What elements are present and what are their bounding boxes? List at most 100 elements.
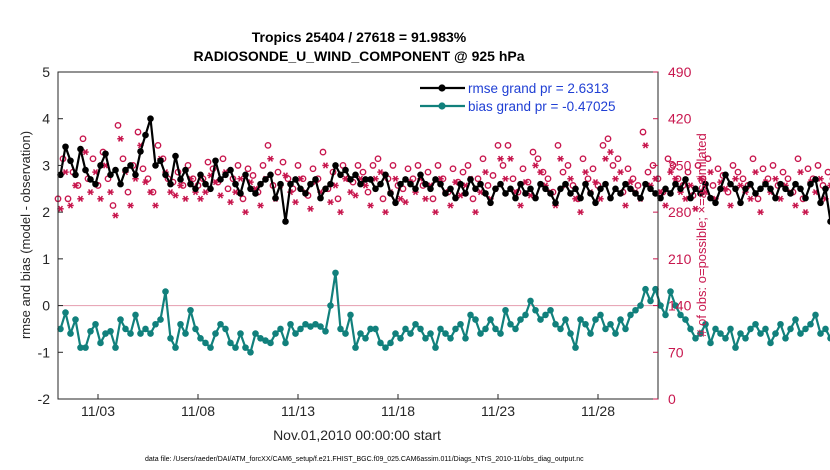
bias-point xyxy=(632,306,639,314)
bias-point xyxy=(532,306,539,314)
obs-assimilated-point xyxy=(377,168,384,176)
y-tick-label-right: 350 xyxy=(668,157,692,173)
bias-point xyxy=(382,344,389,351)
rmse-point xyxy=(662,185,669,193)
rmse-point xyxy=(697,190,704,197)
rmse-point xyxy=(267,171,274,179)
obs-assimilated-point xyxy=(662,202,669,209)
y-tick-label-right: 140 xyxy=(668,298,692,314)
obs-assimilated-point xyxy=(802,208,809,216)
bias-point xyxy=(417,325,424,333)
rmse-point xyxy=(237,190,244,197)
bias-point xyxy=(492,325,499,333)
obs-assimilated-point xyxy=(502,175,509,182)
rmse-point xyxy=(447,185,454,193)
obs-assimilated-point xyxy=(597,195,604,202)
rmse-point xyxy=(157,157,164,165)
rmse-point xyxy=(702,180,709,188)
bias-point xyxy=(747,325,754,333)
bias-point xyxy=(392,330,399,337)
rmse-point xyxy=(497,180,504,188)
obs-possible-point xyxy=(424,168,432,176)
obs-possible-point xyxy=(204,158,212,166)
plot-area xyxy=(58,72,658,399)
obs-possible-point xyxy=(589,165,597,173)
obs-assimilated-point xyxy=(167,188,174,196)
rmse-point xyxy=(657,194,664,202)
bias-point xyxy=(102,330,109,337)
rmse-point xyxy=(827,218,830,225)
bias-point xyxy=(482,325,489,333)
bias-point xyxy=(367,325,374,333)
rmse-point xyxy=(717,185,724,193)
obs-assimilated-point xyxy=(537,168,544,176)
obs-assimilated-point xyxy=(692,205,699,212)
obs-assimilated-point xyxy=(142,178,149,186)
obs-possible-point xyxy=(134,128,142,136)
obs-assimilated-point xyxy=(517,202,524,209)
bias-point xyxy=(402,325,409,333)
bias-point xyxy=(647,297,654,305)
obs-assimilated-point xyxy=(267,155,274,162)
obs-assimilated-point xyxy=(87,188,94,196)
bias-point xyxy=(652,285,659,293)
bias-point xyxy=(212,330,219,337)
obs-possible-point xyxy=(509,175,517,183)
rmse-point xyxy=(227,166,234,174)
bias-point xyxy=(362,334,369,342)
obs-possible-point xyxy=(729,162,737,169)
rmse-point xyxy=(387,190,394,197)
obs-possible-point xyxy=(489,172,497,179)
rmse-point xyxy=(422,180,429,188)
obs-possible-point xyxy=(624,165,632,173)
bias-point xyxy=(172,344,179,351)
obs-assimilated-point xyxy=(397,195,404,202)
bias-point xyxy=(192,325,199,333)
bias-point xyxy=(112,344,119,351)
x-tick-label: 11/23 xyxy=(481,403,515,419)
bias-point xyxy=(562,316,569,323)
rmse-point xyxy=(667,190,674,197)
obs-assimilated-point xyxy=(327,198,334,206)
rmse-point xyxy=(687,194,694,202)
bias-point xyxy=(277,325,284,333)
obs-assimilated-point xyxy=(672,175,679,182)
obs-assimilated-point xyxy=(337,208,344,216)
obs-possible-point xyxy=(559,168,567,176)
rmse-point xyxy=(692,185,699,193)
obs-possible-point xyxy=(734,168,742,176)
obs-assimilated-point xyxy=(202,188,209,196)
rmse-point xyxy=(482,190,489,197)
rmse-point xyxy=(617,190,624,197)
rmse-point xyxy=(492,185,499,193)
obs-assimilated-point xyxy=(642,142,649,149)
rmse-point xyxy=(402,176,409,183)
rmse-point xyxy=(712,199,719,207)
x-tick-label: 11/08 xyxy=(181,403,215,419)
rmse-point xyxy=(82,166,89,174)
obs-possible-point xyxy=(794,155,802,163)
bias-point xyxy=(682,316,689,323)
y-tick-label-right: 70 xyxy=(668,344,684,360)
bias-point xyxy=(537,316,544,323)
bias-point xyxy=(827,335,830,342)
bias-point xyxy=(352,344,359,351)
bias-point xyxy=(817,330,824,337)
obs-assimilated-point xyxy=(452,178,459,186)
rmse-point xyxy=(272,194,279,202)
bias-point xyxy=(292,330,299,337)
bias-point xyxy=(77,344,84,351)
obs-possible-point xyxy=(244,165,252,173)
rmse-point xyxy=(467,176,474,183)
y-tick-label-left: -2 xyxy=(38,391,51,407)
bias-point xyxy=(807,320,814,328)
rmse-point xyxy=(142,131,149,139)
rmse-point xyxy=(382,171,389,179)
rmse-point xyxy=(817,199,824,207)
bias-point xyxy=(802,325,809,333)
obs-possible-point xyxy=(759,165,767,173)
obs-assimilated-point xyxy=(197,195,204,202)
obs-assimilated-point xyxy=(177,182,184,189)
x-tick-label: 11/18 xyxy=(381,403,415,419)
obs-possible-point xyxy=(494,142,502,149)
